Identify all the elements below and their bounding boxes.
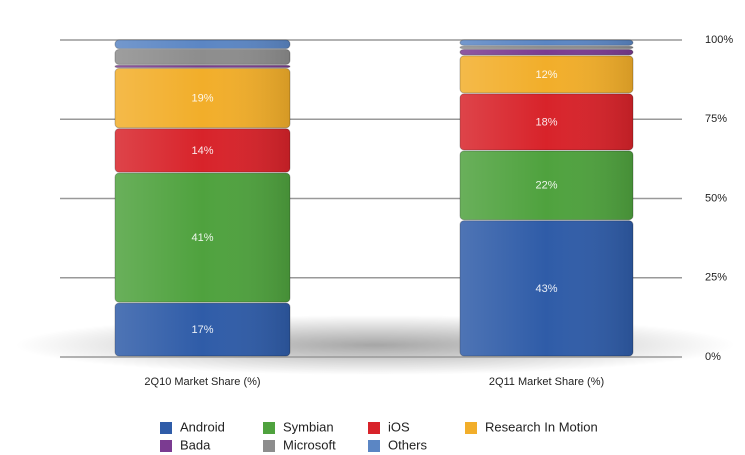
legend-label: Research In Motion bbox=[485, 419, 598, 434]
value-label: 41% bbox=[191, 232, 213, 244]
value-label: 43% bbox=[535, 283, 557, 295]
legend-label: iOS bbox=[388, 419, 410, 434]
y-tick-label: 100% bbox=[705, 34, 733, 46]
legend-label: Android bbox=[180, 419, 225, 434]
y-tick-label: 25% bbox=[705, 272, 727, 284]
legend-swatch bbox=[263, 440, 275, 452]
bar-shine bbox=[460, 46, 633, 49]
legend-swatch bbox=[263, 422, 275, 434]
legend-label: Bada bbox=[180, 437, 211, 452]
y-tick-label: 75% bbox=[705, 113, 727, 125]
bar-shine bbox=[460, 55, 633, 93]
bar-shine bbox=[115, 128, 290, 173]
value-label: 22% bbox=[535, 180, 557, 192]
bar-shine bbox=[460, 40, 633, 46]
x-tick-label: 2Q11 Market Share (%) bbox=[489, 376, 604, 388]
bar-shine bbox=[115, 173, 290, 303]
y-tick-label: 50% bbox=[705, 192, 727, 204]
legend-label: Microsoft bbox=[283, 437, 336, 452]
legend-swatch bbox=[160, 422, 172, 434]
value-label: 12% bbox=[535, 69, 557, 81]
bar-shine bbox=[115, 49, 290, 65]
legend-swatch bbox=[160, 440, 172, 452]
x-tick-label: 2Q10 Market Share (%) bbox=[144, 376, 260, 388]
bar-shine bbox=[115, 68, 290, 128]
legend-swatch bbox=[465, 422, 477, 434]
bar-shine bbox=[460, 220, 633, 356]
bar-shine bbox=[115, 40, 290, 49]
y-tick-label: 0% bbox=[705, 351, 721, 363]
legend-swatch bbox=[368, 422, 380, 434]
bar-shine bbox=[460, 150, 633, 220]
legend-label: Symbian bbox=[283, 419, 334, 434]
value-label: 19% bbox=[191, 93, 213, 105]
bar-shine bbox=[115, 65, 290, 68]
bar-shine bbox=[460, 93, 633, 150]
bar-shine bbox=[460, 49, 633, 55]
legend-swatch bbox=[368, 440, 380, 452]
bar-shine bbox=[115, 303, 290, 356]
value-label: 17% bbox=[191, 324, 213, 336]
value-label: 14% bbox=[191, 145, 213, 157]
legend-label: Others bbox=[388, 437, 428, 452]
value-label: 18% bbox=[535, 116, 557, 128]
